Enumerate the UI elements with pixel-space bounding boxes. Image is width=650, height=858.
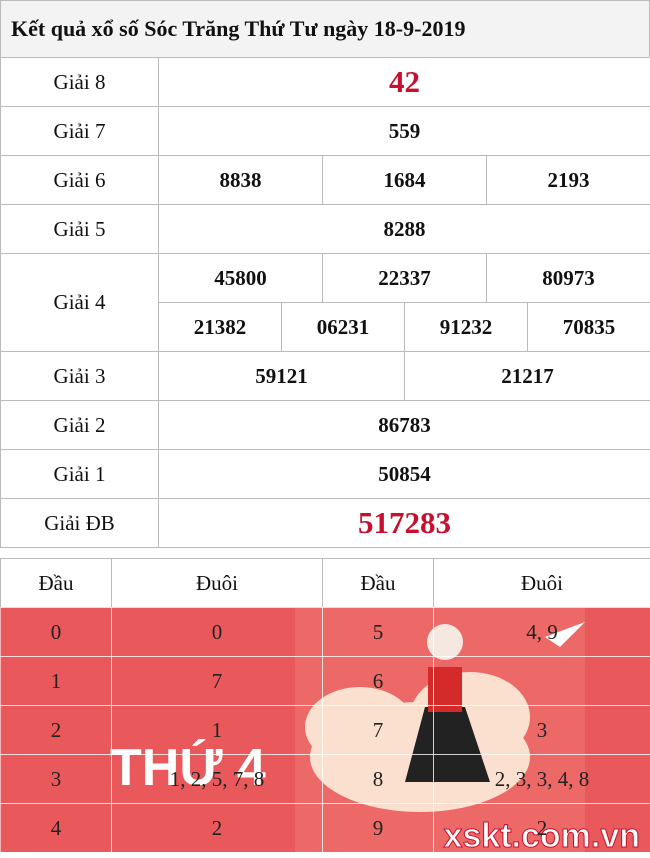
prize-number: 559 (158, 106, 650, 156)
prize-label: Giải 6 (0, 155, 159, 205)
loto-cell: 2 (0, 705, 112, 755)
banner: THỨ 4 (110, 739, 266, 797)
prize-number: 21382 (158, 302, 282, 352)
watermark: xskt.com.vn (443, 817, 640, 852)
prize-number: 06231 (281, 302, 405, 352)
prize-label: Giải 3 (0, 351, 159, 401)
loto-header: Đuôi (433, 558, 650, 608)
prize-number: 50854 (158, 449, 650, 499)
prize-label: Giải 1 (0, 449, 159, 499)
loto-cell: 3 (433, 705, 650, 755)
loto-background: THỨ 4 xskt.com.vn (0, 607, 650, 852)
loto-header: Đuôi (111, 558, 323, 608)
loto-cell: 1, 2, 5, 7, 8 (111, 754, 323, 804)
loto-cell: 8 (322, 754, 434, 804)
loto-cell: 6 (322, 656, 434, 706)
loto-cell: 2, 3, 3, 4, 8 (433, 754, 650, 804)
title: Kết quả xổ số Sóc Trăng Thứ Tư ngày 18-9… (0, 0, 650, 58)
prize-number: 91232 (404, 302, 528, 352)
prize-label: Giải 5 (0, 204, 159, 254)
loto-cell: 2 (111, 803, 323, 853)
prize-number: 517283 (158, 498, 650, 548)
loto-cell: 3 (0, 754, 112, 804)
prize-number: 8838 (158, 155, 323, 205)
loto-cell: 4 (0, 803, 112, 853)
loto-cell: 2 (433, 803, 650, 853)
loto-header: Đầu (322, 558, 434, 608)
prize-number: 45800 (158, 253, 323, 303)
prize-label: Giải ĐB (0, 498, 159, 548)
loto-cell: 5 (322, 607, 434, 657)
loto-cell: 0 (111, 607, 323, 657)
prize-number: 70835 (527, 302, 650, 352)
loto-header: Đầu (0, 558, 112, 608)
loto-cell: 1 (0, 656, 112, 706)
prize-number: 2193 (486, 155, 650, 205)
prize-number: 21217 (404, 351, 650, 401)
loto-cell (433, 656, 650, 706)
prize-label: Giải 8 (0, 57, 159, 107)
prize-label: Giải 4 (0, 253, 159, 352)
prize-label: Giải 2 (0, 400, 159, 450)
prize-number: 22337 (322, 253, 487, 303)
prize-number: 80973 (486, 253, 650, 303)
loto-cell: 0 (0, 607, 112, 657)
loto-cell: 9 (322, 803, 434, 853)
prize-label: Giải 7 (0, 106, 159, 156)
prize-number: 42 (158, 57, 650, 107)
loto-cell: 1 (111, 705, 323, 755)
prize-number: 86783 (158, 400, 650, 450)
prize-number: 59121 (158, 351, 405, 401)
loto-cell: 7 (322, 705, 434, 755)
loto-cell: 4, 9 (433, 607, 650, 657)
prize-number: 1684 (322, 155, 487, 205)
loto-cell: 7 (111, 656, 323, 706)
prize-number: 8288 (158, 204, 650, 254)
